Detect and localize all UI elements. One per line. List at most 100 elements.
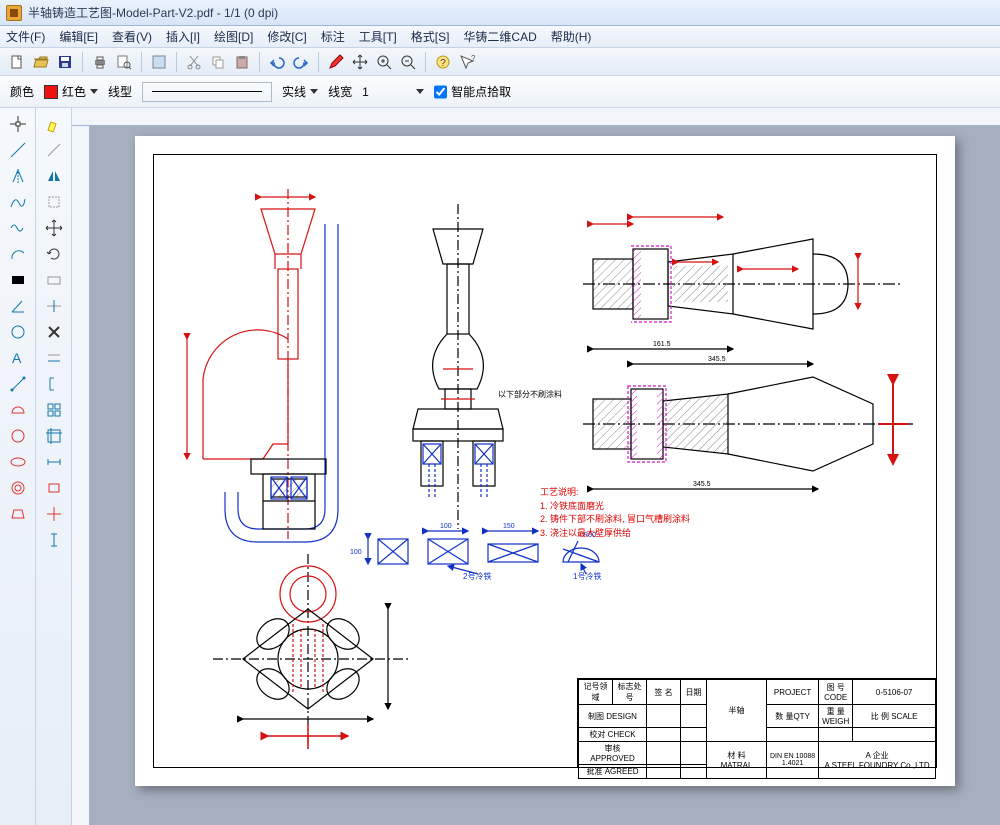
move-tool[interactable] <box>40 216 68 240</box>
flip-h-tool[interactable] <box>40 164 68 188</box>
pan-button[interactable] <box>349 51 371 73</box>
new-button[interactable] <box>6 51 28 73</box>
color-picker[interactable]: 红色 <box>44 83 98 100</box>
app-icon <box>6 5 22 21</box>
crop-tool[interactable] <box>40 424 68 448</box>
title-block: 记号领域 标志处号 签 名 日期 半轴 PROJECT 图 号 CODE 0-5… <box>577 678 937 768</box>
tool-palette-left: A <box>0 108 36 825</box>
menu-view[interactable]: 查看(V) <box>112 28 152 45</box>
mirror-tool[interactable] <box>4 164 32 188</box>
canvas[interactable]: 以下部分不刷涂料 <box>90 126 1000 825</box>
svg-text:1号冷铁: 1号冷铁 <box>573 571 601 581</box>
open-button[interactable] <box>30 51 52 73</box>
linetype-preview[interactable] <box>142 82 272 102</box>
help-button[interactable]: ? <box>432 51 454 73</box>
dim-v-tool[interactable] <box>40 528 68 552</box>
svg-text:100: 100 <box>350 549 362 556</box>
edit-line-tool[interactable] <box>4 372 32 396</box>
titlebar: 半轴铸造工艺图-Model-Part-V2.pdf - 1/1 (0 dpi) <box>0 0 1000 26</box>
grid-tool[interactable] <box>40 398 68 422</box>
cut-button[interactable] <box>183 51 205 73</box>
angle-tool[interactable] <box>4 294 32 318</box>
menu-insert[interactable]: 插入[I] <box>166 28 200 45</box>
center-tool[interactable] <box>40 502 68 526</box>
dim-box-tool[interactable] <box>40 476 68 500</box>
window-title: 半轴铸造工艺图-Model-Part-V2.pdf - 1/1 (0 dpi) <box>28 4 278 21</box>
property-bar: 颜色 红色 线型 实线 线宽 1 智能点拾取 <box>0 76 1000 108</box>
red-ring-tool[interactable] <box>4 476 32 500</box>
menu-help[interactable]: 帮助(H) <box>551 28 592 45</box>
line-tool[interactable] <box>4 138 32 162</box>
bracket-tool[interactable] <box>40 372 68 396</box>
copy-button[interactable] <box>207 51 229 73</box>
ray-tool[interactable] <box>40 138 68 162</box>
menu-draw[interactable]: 绘图[D] <box>214 28 253 45</box>
svg-text:150: 150 <box>503 523 515 530</box>
linetype-picker[interactable]: 实线 <box>282 83 318 100</box>
wave-tool[interactable] <box>4 216 32 240</box>
red-trap-tool[interactable] <box>4 502 32 526</box>
arc-tool[interactable] <box>4 242 32 266</box>
svg-text:345.5: 345.5 <box>708 356 726 363</box>
half-circle-tool[interactable] <box>4 398 32 422</box>
menu-file[interactable]: 文件(F) <box>6 28 45 45</box>
menu-annotate[interactable]: 标注 <box>321 28 345 45</box>
svg-text:2号冷铁: 2号冷铁 <box>463 571 491 581</box>
zoom-in-button[interactable] <box>373 51 395 73</box>
cad-drawing: 以下部分不刷涂料 <box>153 154 937 768</box>
print-button[interactable] <box>89 51 111 73</box>
ruler-horizontal <box>72 108 1000 126</box>
svg-text:?: ? <box>471 54 475 63</box>
svg-text:?: ? <box>440 58 446 69</box>
delete-tool[interactable] <box>40 320 68 344</box>
menu-format[interactable]: 格式[S] <box>411 28 450 45</box>
zoom-out-button[interactable] <box>397 51 419 73</box>
undo-button[interactable] <box>266 51 288 73</box>
svg-text:345.5: 345.5 <box>693 481 711 488</box>
snap-input[interactable] <box>434 82 447 102</box>
svg-text:以下部分不刷涂料: 以下部分不刷涂料 <box>498 389 562 399</box>
standard-toolbar: ? ? <box>0 48 1000 76</box>
linewidth-label: 线宽 <box>328 83 352 100</box>
linetype-label: 线型 <box>108 83 132 100</box>
select-tool[interactable] <box>4 112 32 136</box>
text-tool[interactable]: A <box>4 346 32 370</box>
paste-button[interactable] <box>231 51 253 73</box>
svg-text:A: A <box>12 350 22 366</box>
linewidth-value: 1 <box>362 85 412 99</box>
highlight-tool[interactable] <box>40 112 68 136</box>
box-tool[interactable] <box>40 268 68 292</box>
tool-palette-left2 <box>36 108 72 825</box>
menu-modify[interactable]: 修改[C] <box>267 28 306 45</box>
menu-cad[interactable]: 华铸二维CAD <box>463 28 536 45</box>
menubar[interactable]: 文件(F) 编辑[E] 查看(V) 插入[I] 绘图[D] 修改[C] 标注 工… <box>0 26 1000 48</box>
rotate-tool[interactable] <box>40 242 68 266</box>
menu-tools[interactable]: 工具[T] <box>359 28 397 45</box>
save-button[interactable] <box>54 51 76 73</box>
color-name: 红色 <box>62 83 86 100</box>
red-ellipse-tool[interactable] <box>4 450 32 474</box>
circle-tool[interactable] <box>4 320 32 344</box>
spline-tool[interactable] <box>4 190 32 214</box>
process-notes: 工艺说明: 1. 冷铁底面磨光 2. 铸件下部不刷涂料, 冒口气槽刷涂料 3. … <box>540 486 690 540</box>
rect-tool[interactable] <box>4 268 32 292</box>
redo-button[interactable] <box>290 51 312 73</box>
snap-checkbox[interactable]: 智能点拾取 <box>434 82 511 102</box>
menu-edit[interactable]: 编辑[E] <box>59 28 98 45</box>
snap-label: 智能点拾取 <box>451 83 511 100</box>
offset-tool[interactable] <box>40 346 68 370</box>
color-label: 颜色 <box>10 83 34 100</box>
ruler-vertical <box>72 126 90 825</box>
color-swatch <box>44 85 58 99</box>
red-circle-tool[interactable] <box>4 424 32 448</box>
whatsthis-button[interactable]: ? <box>456 51 478 73</box>
svg-text:100: 100 <box>440 523 452 530</box>
canvas-area: 以下部分不刷涂料 <box>72 108 1000 825</box>
pencil-button[interactable] <box>325 51 347 73</box>
dim-h-tool[interactable] <box>40 450 68 474</box>
clip-tool[interactable] <box>40 190 68 214</box>
trim-tool[interactable] <box>40 294 68 318</box>
linewidth-picker[interactable]: 1 <box>362 85 424 99</box>
properties-button[interactable] <box>148 51 170 73</box>
print-preview-button[interactable] <box>113 51 135 73</box>
